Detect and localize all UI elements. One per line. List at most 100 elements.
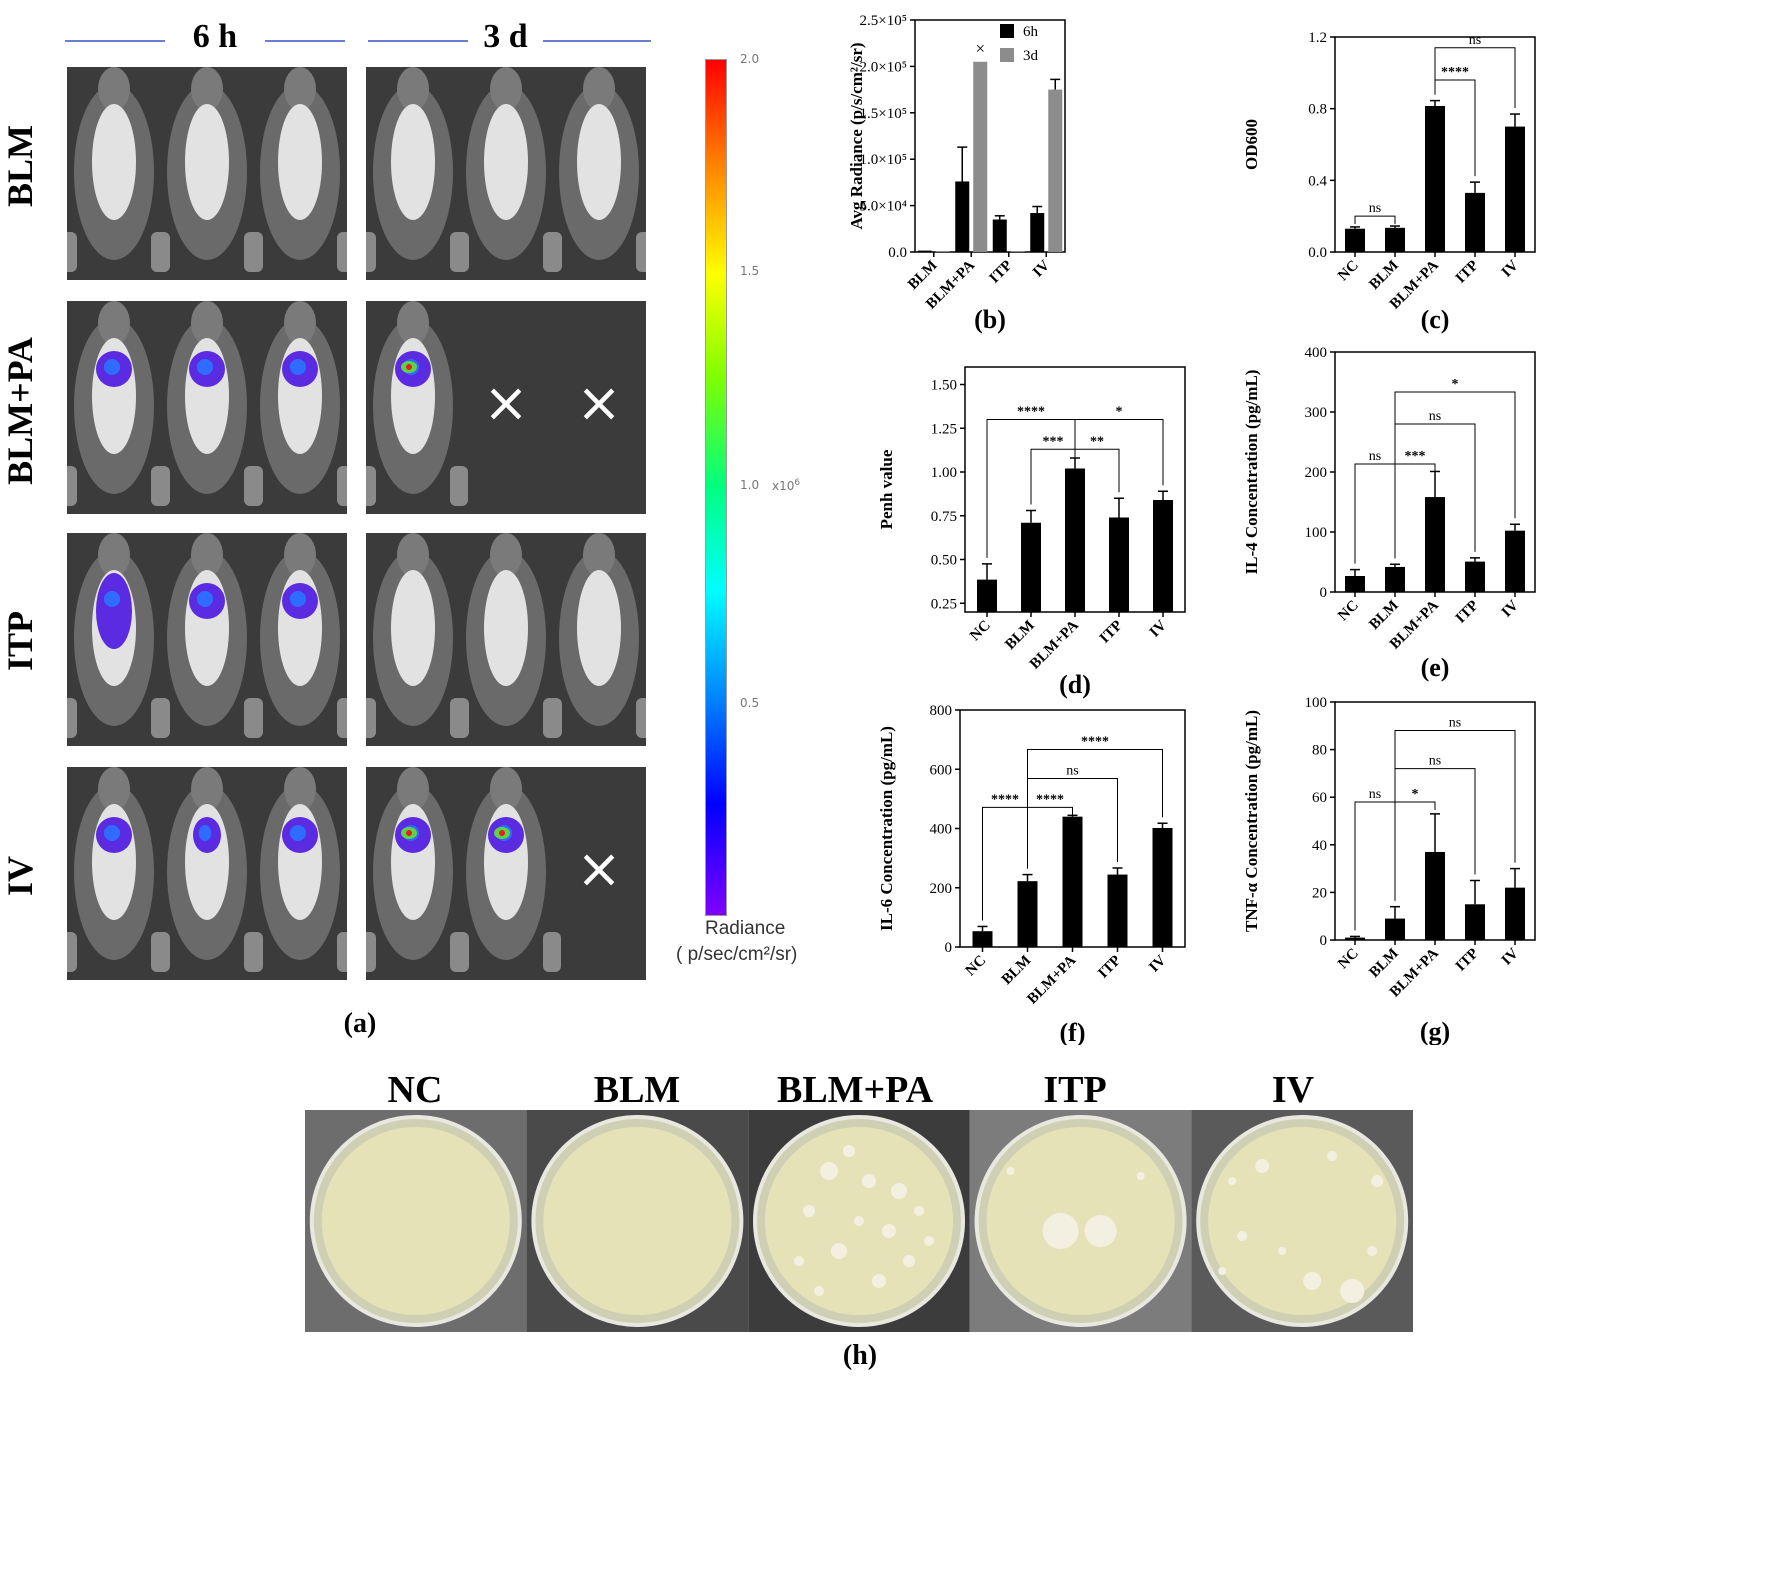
- mouse-head: [191, 767, 223, 811]
- image-blm-6h: [67, 67, 347, 280]
- signal-core: [196, 359, 214, 375]
- bacterial-colony: [891, 1183, 907, 1199]
- bacterial-colony: [843, 1145, 855, 1157]
- mouse-leg: [636, 698, 646, 738]
- significance-bracket: [1027, 749, 1163, 869]
- significance-bracket: [1074, 448, 1120, 493]
- bar: [1021, 522, 1041, 612]
- mouse-head: [191, 533, 223, 577]
- bar: [1465, 561, 1485, 592]
- significance-label: ***: [1405, 449, 1426, 464]
- signal-core: [196, 591, 214, 607]
- bacterial-colony: [1278, 1247, 1287, 1255]
- mouse-head: [490, 767, 522, 811]
- x-category-label: BLM+PA: [1027, 617, 1082, 672]
- mouse-leg: [245, 232, 263, 272]
- agar-plates: [305, 1110, 1413, 1332]
- significance-bracket: [1074, 419, 1164, 486]
- mouse-silhouette: [152, 67, 262, 272]
- mouse-image-svg: × ×: [366, 301, 646, 514]
- mouse-silhouette: [544, 533, 646, 738]
- plate-label-blmpa: BLM+PA: [776, 1069, 934, 1111]
- image-itp-6h: [67, 533, 347, 746]
- x-category-label: ITP: [987, 258, 1016, 287]
- image-blmpa-6h: [67, 301, 347, 514]
- bar: [977, 579, 997, 612]
- row-label-itp: ITP: [0, 611, 40, 672]
- y-tick-label: 0: [1320, 585, 1328, 601]
- row-label-blm: BLM: [0, 125, 40, 208]
- y-tick-label: 2.0×10⁵: [860, 59, 907, 75]
- y-tick-label: 300: [1305, 405, 1328, 421]
- mouse-chest: [577, 570, 621, 686]
- bar: [1505, 126, 1525, 252]
- significance-bracket: [1394, 391, 1516, 559]
- y-tick-label: 0.50: [931, 553, 957, 569]
- x-category-label: BLM+PA: [1024, 952, 1079, 1007]
- y-tick-label: 1.5×10⁵: [860, 106, 907, 122]
- mouse-silhouette: [366, 533, 468, 738]
- mouse-head: [397, 301, 429, 345]
- mouse-leg: [337, 232, 347, 272]
- bar: [1345, 228, 1365, 252]
- plate-label-blm: BLM: [593, 1069, 681, 1111]
- x-category-label: NC: [963, 953, 990, 980]
- y-tick-label: 2.5×10⁵: [860, 13, 907, 29]
- bacterial-colony: [1136, 1172, 1145, 1180]
- plate-label-nc: NC: [387, 1069, 443, 1111]
- significance-label: ****: [991, 792, 1019, 807]
- x-category-label: IV: [1499, 597, 1522, 620]
- plates-svg: [305, 1110, 1413, 1332]
- mouse-chest: [278, 104, 322, 220]
- legend-label: 3d: [1023, 48, 1039, 64]
- mouse-chest: [185, 104, 229, 220]
- x-category-label: BLM: [1002, 618, 1037, 653]
- col-header-6h: 6 h: [192, 18, 238, 55]
- bacterial-colony: [854, 1216, 864, 1226]
- y-tick-label: 0.25: [931, 596, 957, 612]
- mouse-leg: [152, 232, 170, 272]
- mouse-leg: [337, 932, 347, 972]
- mouse-image-svg: ×: [366, 767, 646, 980]
- y-axis-label: TNF-α Concentration (pg/mL): [1242, 710, 1261, 932]
- mouse-chest: [391, 104, 435, 220]
- mouse-head: [98, 67, 130, 111]
- y-tick-label: 1.0×10⁵: [860, 152, 907, 168]
- significance-label: ns: [1449, 716, 1461, 731]
- bar: [1152, 827, 1173, 947]
- mouse-silhouette: [366, 301, 468, 506]
- mouse-silhouette: [245, 533, 347, 738]
- significance-label: *: [1412, 787, 1419, 802]
- significance-bracket: [1354, 215, 1396, 225]
- col-header-3d: 3 d: [483, 18, 528, 55]
- y-tick-label: 1.00: [931, 465, 957, 481]
- mouse-image-svg: [67, 301, 347, 514]
- signal-core: [289, 591, 307, 607]
- x-category-label: BLM: [1366, 946, 1401, 981]
- mouse-leg: [451, 698, 469, 738]
- y-tick-label: 80: [1312, 743, 1327, 759]
- bar: [1465, 192, 1485, 252]
- mouse-silhouette: [152, 301, 262, 506]
- image-iv-6h: [67, 767, 347, 980]
- bacterial-colony: [914, 1206, 924, 1216]
- y-axis-label: Penh value: [877, 449, 896, 529]
- significance-label: ns: [1066, 763, 1078, 778]
- mouse-leg: [366, 698, 376, 738]
- mouse-silhouette: [245, 767, 347, 972]
- row-label-iv: IV: [0, 856, 40, 897]
- bar: [1065, 468, 1085, 612]
- bacterial-colony: [1228, 1177, 1237, 1185]
- mouse-leg: [67, 698, 77, 738]
- colorbar-tick: 1.5: [740, 264, 760, 278]
- y-tick-label: 1.50: [931, 378, 957, 394]
- bar: [1062, 816, 1083, 947]
- mouse-leg: [152, 466, 170, 506]
- signal-core: [103, 591, 121, 607]
- x-category-label: IV: [1147, 617, 1170, 640]
- mouse-silhouette: [451, 67, 561, 272]
- image-iv-3d: ×: [366, 767, 646, 980]
- bar: [917, 250, 932, 252]
- panel-label: (g): [1420, 1017, 1450, 1045]
- dead-marker: ×: [576, 371, 621, 434]
